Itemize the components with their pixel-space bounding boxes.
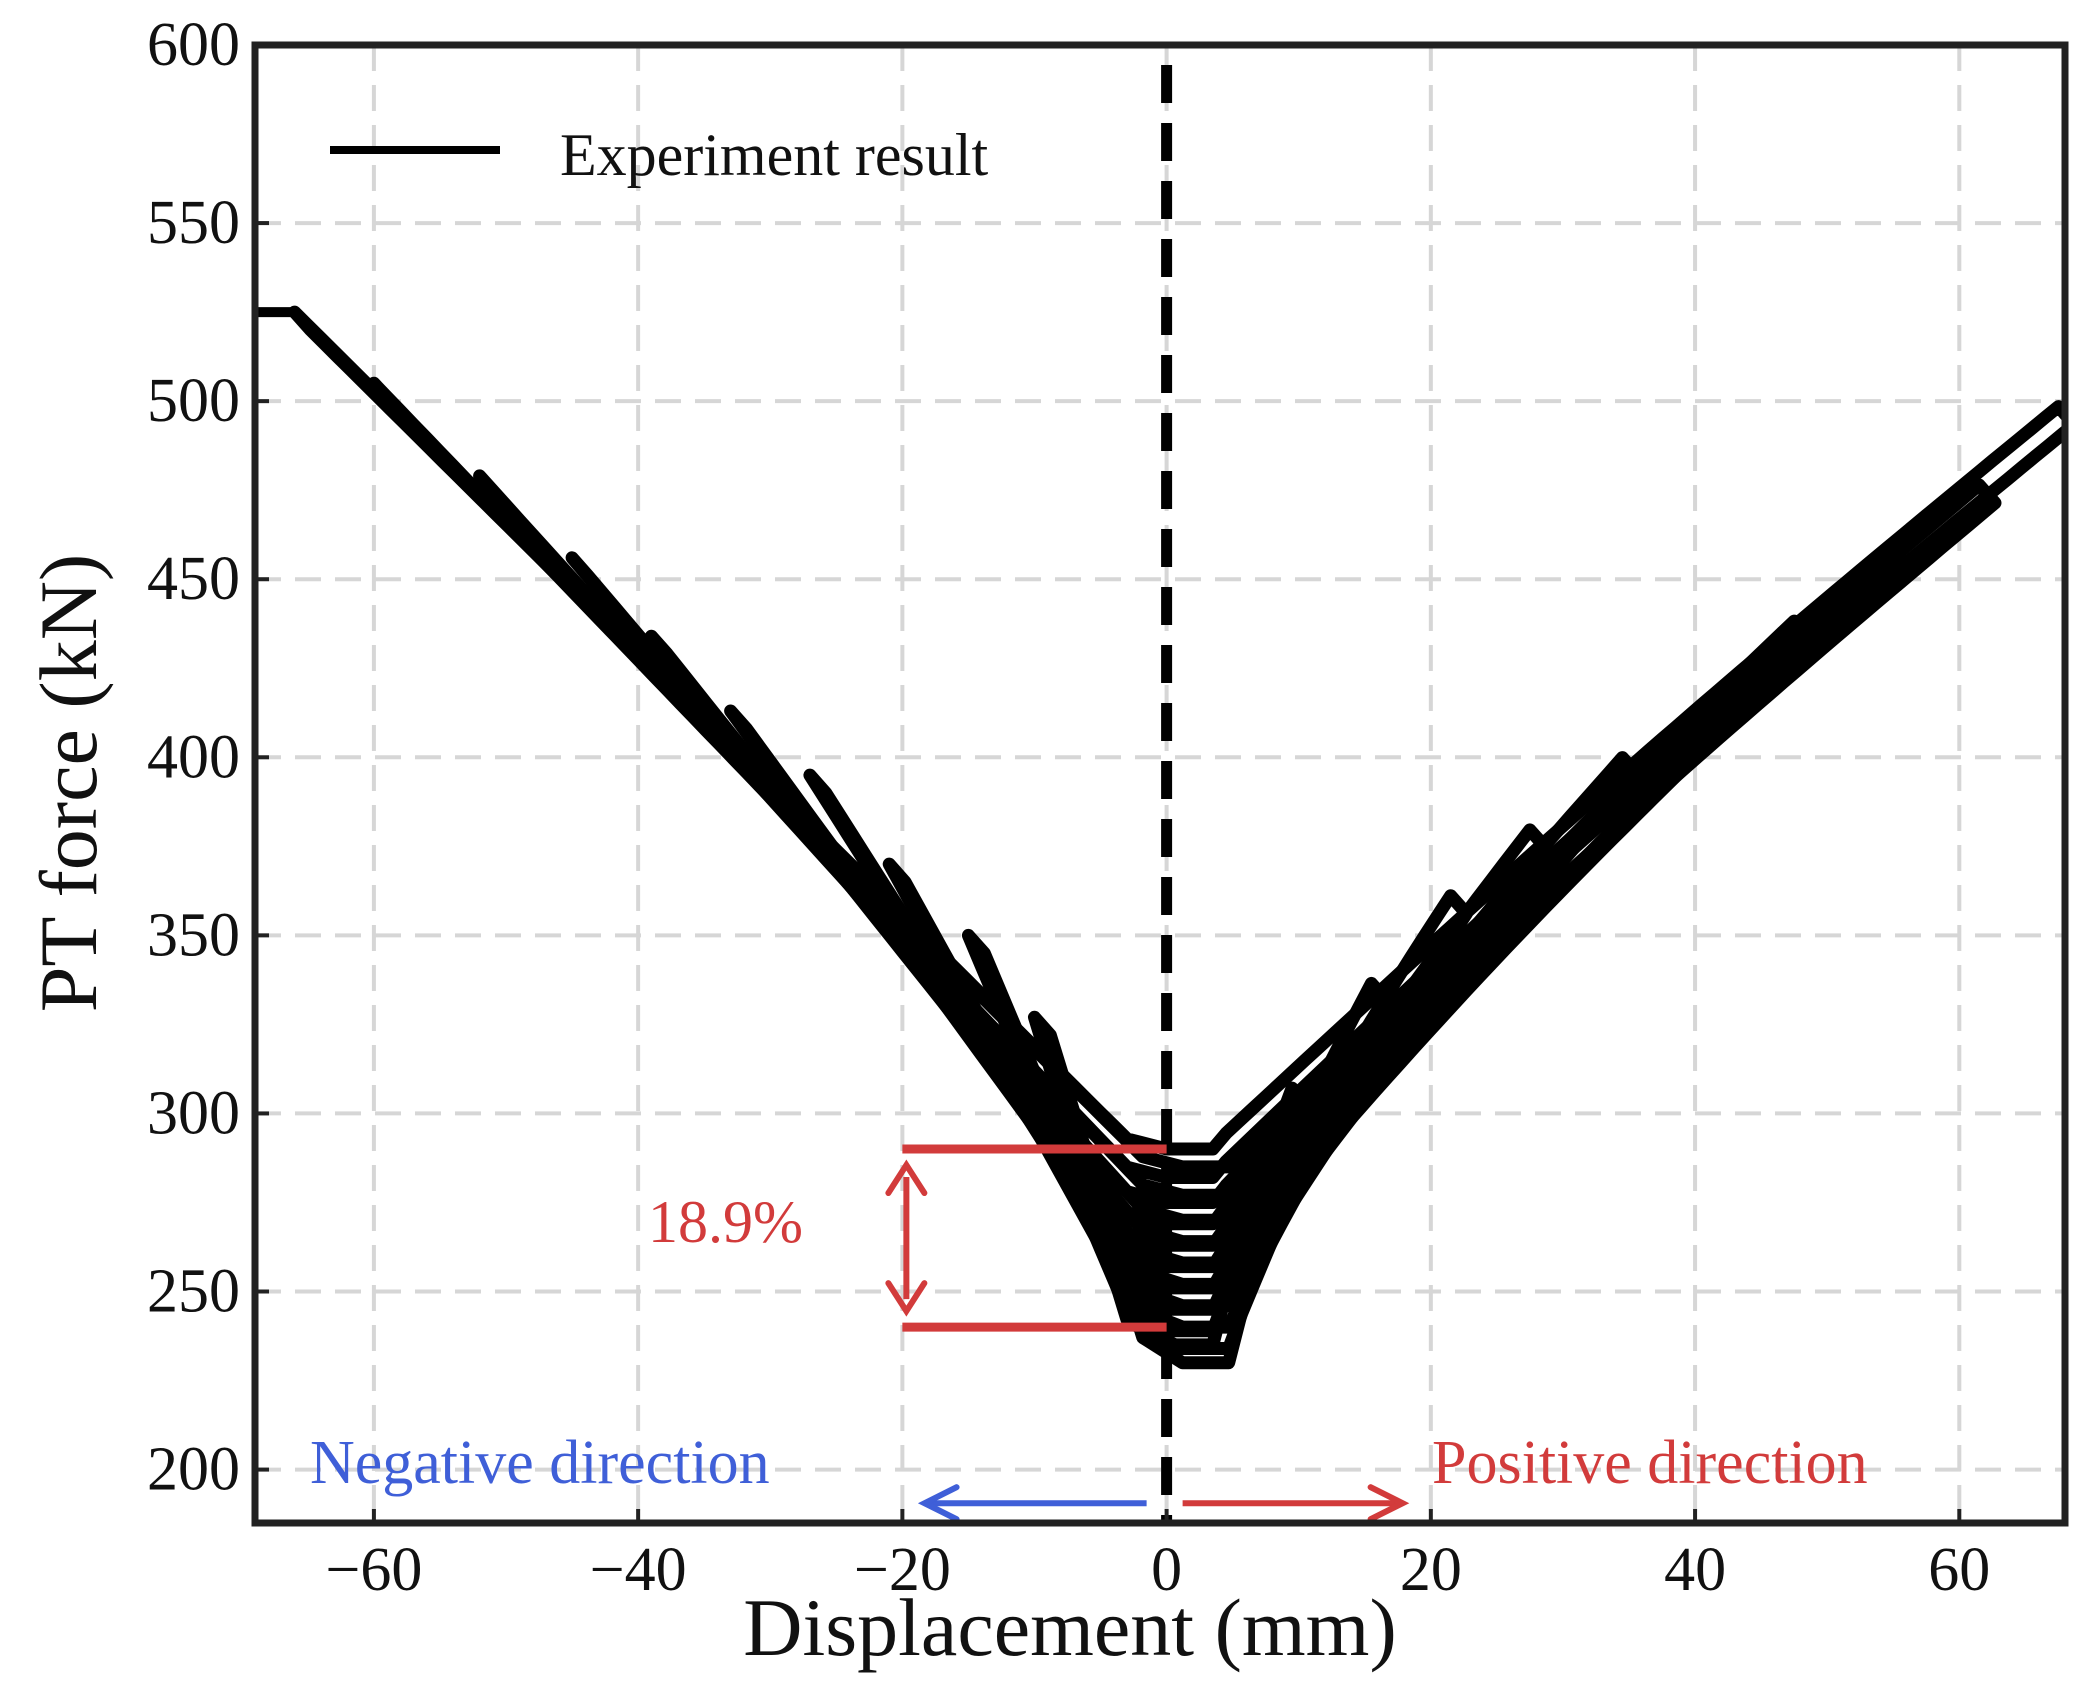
x-tick-label-20: 20 bbox=[1400, 1536, 1462, 1604]
positive-direction-label: Positive direction bbox=[1432, 1429, 1868, 1497]
data-series-group bbox=[255, 305, 2065, 1370]
legend: Experiment result bbox=[330, 122, 989, 188]
hysteresis-loop-1 bbox=[288, 305, 2065, 1174]
y-tick-label-450: 450 bbox=[147, 545, 240, 613]
plot-frame bbox=[251, 41, 2069, 1527]
y-tick-label-550: 550 bbox=[147, 189, 240, 257]
hysteresis-loop-2 bbox=[367, 376, 2002, 1202]
x-tick-label-40: 40 bbox=[1664, 1536, 1726, 1604]
positive-direction-arrow-head bbox=[1367, 1484, 1410, 1523]
y-tick-label-300: 300 bbox=[147, 1079, 240, 1147]
x-tick-label--20: −20 bbox=[854, 1536, 951, 1604]
percent-arrow-head-down bbox=[885, 1280, 928, 1317]
y-tick-label-500: 500 bbox=[147, 367, 240, 435]
tick-marks bbox=[255, 43, 1962, 1523]
y-tick-label-200: 200 bbox=[147, 1436, 240, 1504]
hysteresis-loop-4 bbox=[565, 551, 1817, 1249]
y-tick-label-250: 250 bbox=[147, 1258, 240, 1326]
y-tick-labels: 200 250 300 350 400 450 500 550 600 bbox=[147, 11, 240, 1504]
x-tick-labels: −60 −40 −20 0 20 40 60 bbox=[325, 1536, 1990, 1604]
negative-direction-arrow-head bbox=[917, 1484, 960, 1523]
hysteresis-loop-10 bbox=[1028, 1010, 1315, 1370]
negative-direction-label: Negative direction bbox=[310, 1429, 770, 1497]
x-tick-label--60: −60 bbox=[325, 1536, 422, 1604]
x-tick-label--40: −40 bbox=[590, 1536, 687, 1604]
x-tick-label-0: 0 bbox=[1151, 1536, 1182, 1604]
legend-label-experiment-result: Experiment result bbox=[560, 122, 989, 188]
percent-drop-label: 18.9% bbox=[648, 1189, 803, 1255]
x-tick-label-60: 60 bbox=[1928, 1536, 1990, 1604]
y-tick-label-350: 350 bbox=[147, 901, 240, 969]
y-tick-label-600: 600 bbox=[147, 11, 240, 79]
y-tick-label-400: 400 bbox=[147, 723, 240, 791]
x-axis-title: Displacement (mm) bbox=[743, 1582, 1397, 1673]
hysteresis-loop-3 bbox=[473, 469, 1909, 1227]
annotation-group bbox=[885, 1144, 1410, 1523]
y-axis-title: PT force (kN) bbox=[23, 554, 114, 1012]
percent-arrow-head-up bbox=[885, 1159, 928, 1197]
